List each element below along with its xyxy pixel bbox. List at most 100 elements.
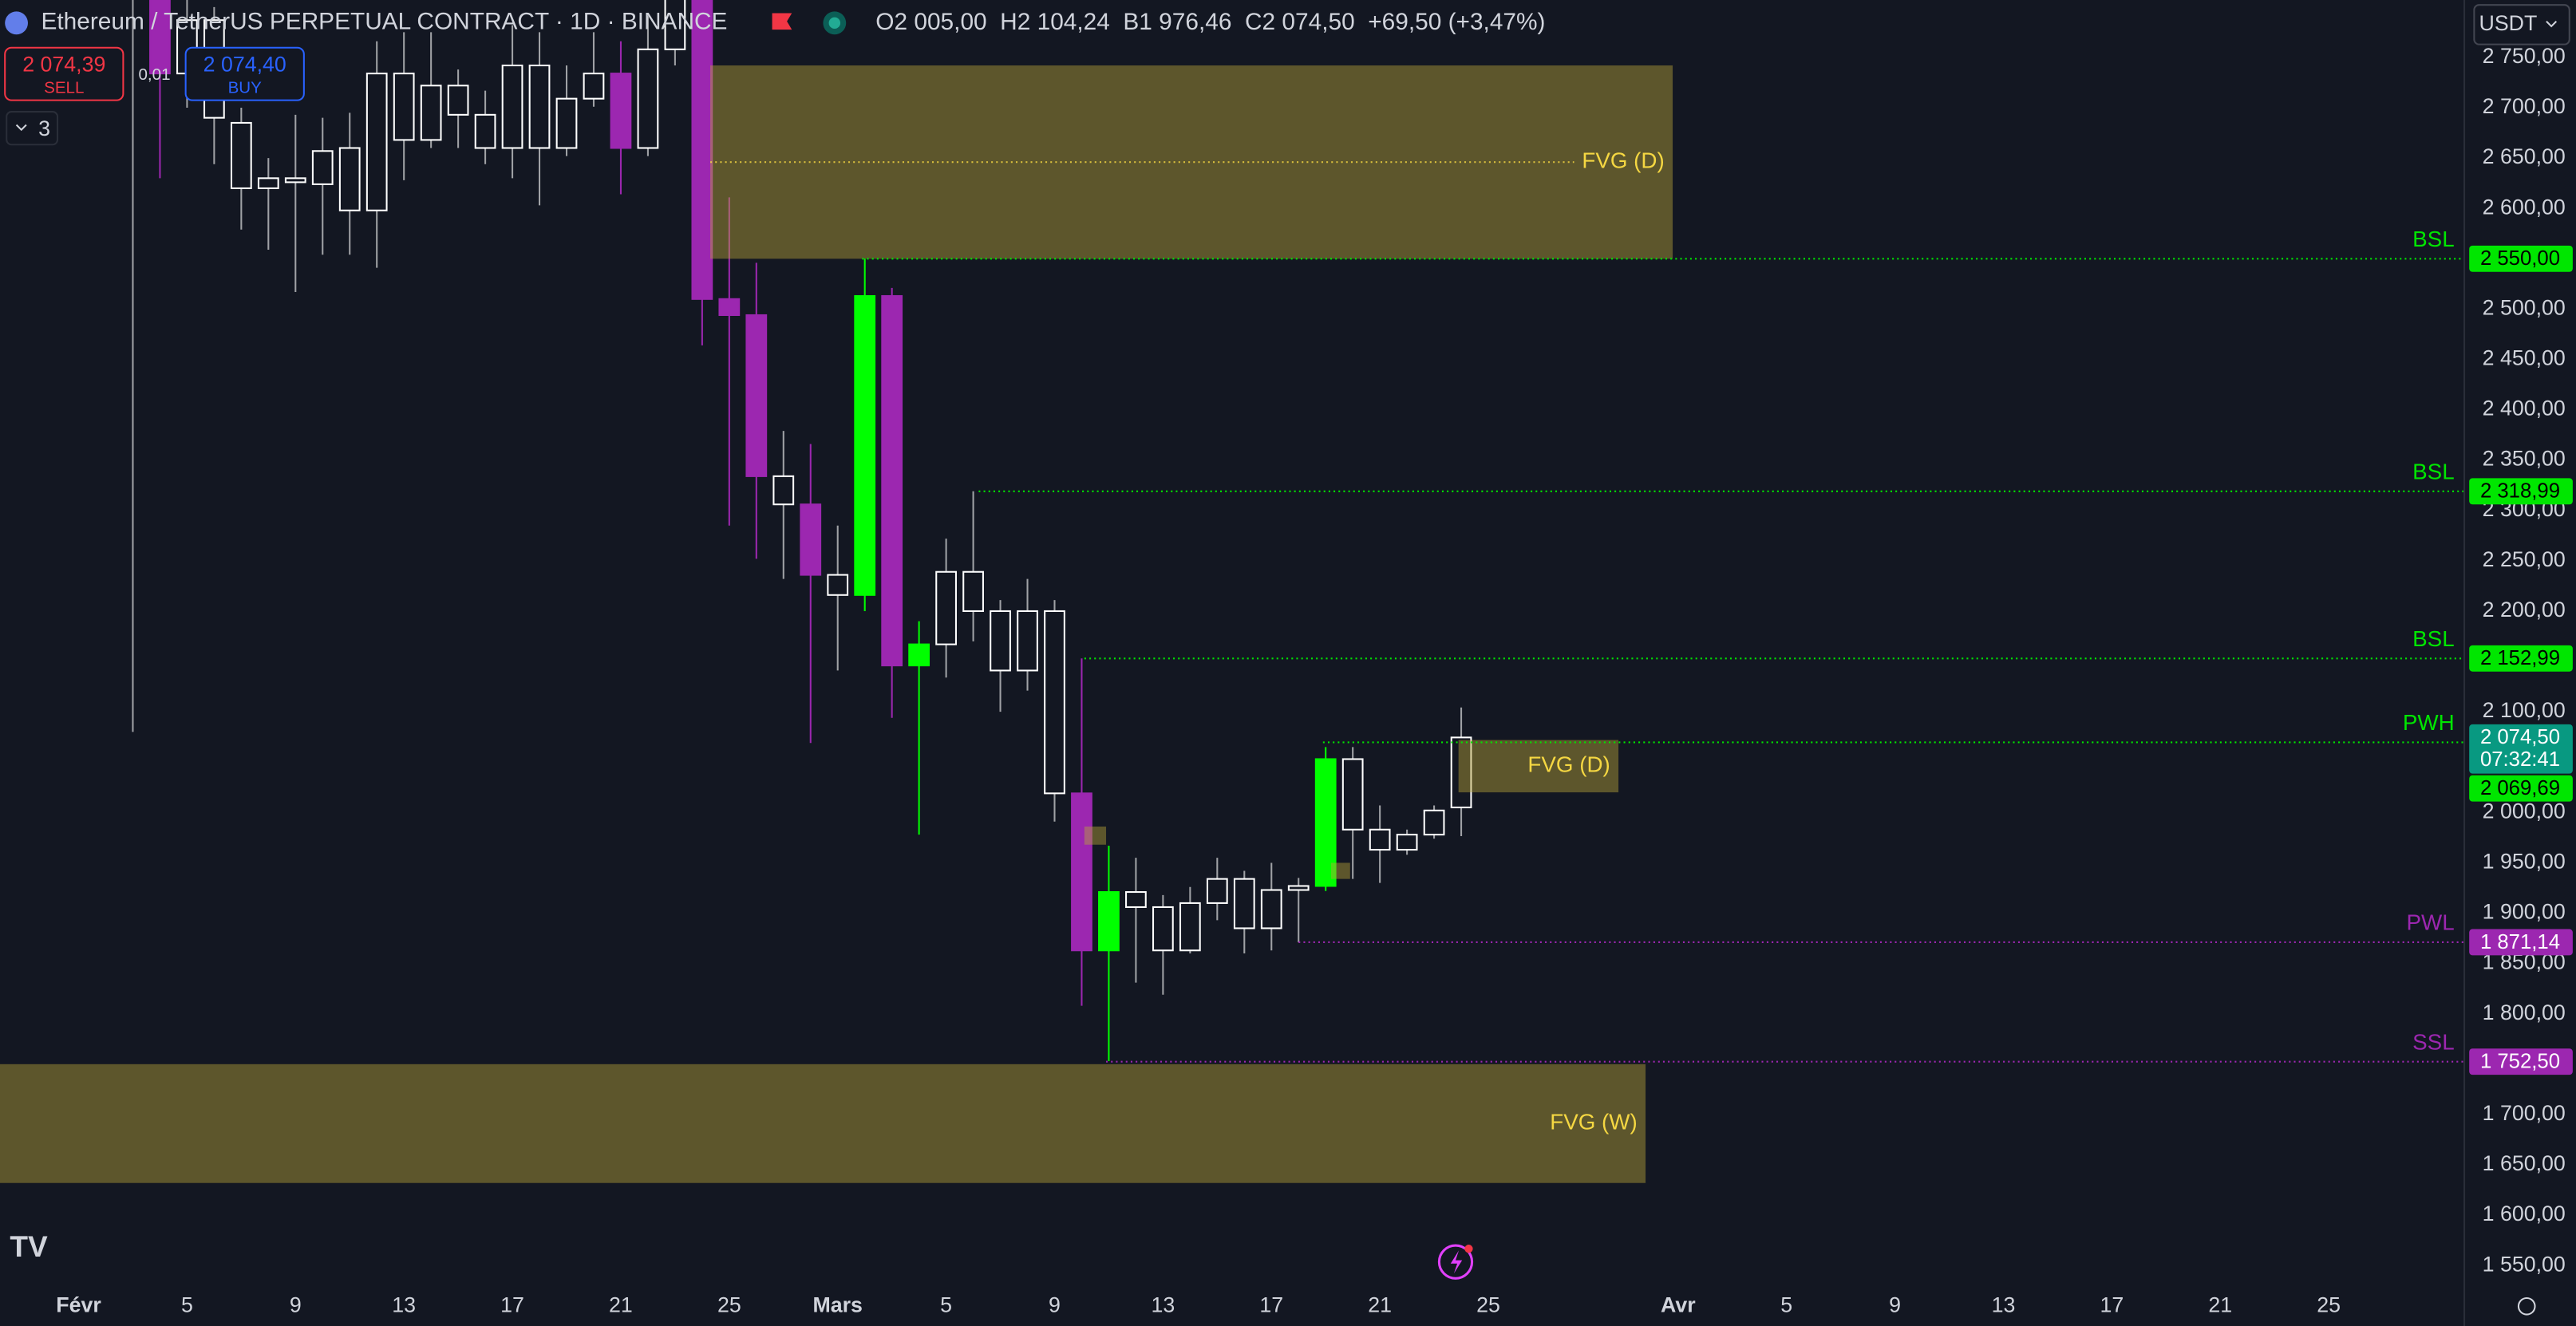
y-tick-label: 2 700,00 — [2483, 94, 2566, 118]
indicators-toggle[interactable] — [6, 111, 59, 146]
candle-body — [610, 73, 632, 149]
last-price-label: 2 074,50 — [2480, 726, 2560, 748]
currency-dropdown[interactable] — [2473, 4, 2570, 45]
fvg-label: FVG (D) — [1582, 148, 1664, 173]
fvg-zone — [1331, 862, 1350, 879]
y-tick-label: 2 200,00 — [2483, 598, 2566, 622]
sell-label: SELL — [44, 79, 84, 97]
notification-dot — [1464, 1245, 1473, 1253]
sell-price: 2 074,39 — [22, 52, 105, 76]
x-tick-label: 9 — [1049, 1292, 1061, 1316]
candle-body — [257, 177, 279, 190]
level-label: BSL — [2412, 626, 2455, 651]
y-tick-label: 2 000,00 — [2483, 799, 2566, 823]
candle-body — [284, 177, 306, 184]
candle-body — [1314, 758, 1337, 887]
candle-body — [420, 85, 442, 141]
y-tick-label: 2 650,00 — [2483, 144, 2566, 168]
symbol-icon — [5, 11, 28, 35]
candle-body — [447, 85, 469, 116]
y-tick-label: 1 800,00 — [2483, 1000, 2566, 1024]
candle-body — [393, 73, 415, 141]
level-label: BSL — [2412, 227, 2455, 251]
x-tick-label: 17 — [500, 1292, 524, 1316]
ohlc-value: 2 005,00 — [894, 9, 986, 35]
candle-body — [1098, 891, 1120, 952]
chevron-icon — [2546, 21, 2558, 28]
x-tick-label: 5 — [181, 1292, 193, 1316]
candle-body — [718, 298, 741, 317]
y-tick-label: 2 350,00 — [2483, 447, 2566, 471]
x-tick-label: 17 — [1259, 1292, 1283, 1316]
candle-body — [772, 475, 795, 506]
settings-button[interactable] — [2517, 1296, 2536, 1316]
currency: USDT — [2479, 11, 2538, 35]
ohlc-value: 1 976,46 — [1139, 9, 1231, 35]
candle-body — [311, 150, 334, 185]
candle-body — [501, 64, 523, 149]
ohlc-key: B — [1123, 9, 1139, 35]
candle-body — [1152, 906, 1174, 952]
ohlc: O2 005,00 H2 104,24 B1 976,46 C2 074,50 … — [875, 9, 1545, 35]
level-price-label: 2 069,69 — [2480, 777, 2560, 799]
ohlc-value: 2 104,24 — [1017, 9, 1110, 35]
chevron-icon — [15, 124, 27, 132]
candle-body — [637, 48, 659, 149]
y-tick-label: 1 600,00 — [2483, 1202, 2566, 1225]
x-tick-label: Mars — [812, 1292, 862, 1316]
candle-body — [1287, 885, 1310, 891]
x-tick-label: 25 — [717, 1292, 741, 1316]
status-dot — [828, 17, 841, 30]
candle-body — [230, 121, 252, 190]
x-tick-label: 9 — [1889, 1292, 1901, 1316]
ohlc-key: O — [875, 9, 894, 35]
candle-body — [1071, 792, 1092, 952]
y-tick-label: 2 450,00 — [2483, 346, 2566, 370]
y-tick-label: 2 500,00 — [2483, 295, 2566, 319]
logo[interactable]: TV — [10, 1229, 48, 1263]
quantity[interactable]: 0,01 — [138, 65, 170, 84]
candle-body — [474, 113, 496, 149]
level-label: SSL — [2412, 1029, 2455, 1054]
level-price-label: 2 318,99 — [2480, 480, 2560, 503]
x-tick-label: Avr — [1661, 1292, 1696, 1316]
y-tick-label: 1 900,00 — [2483, 900, 2566, 924]
candle-body — [1396, 834, 1418, 851]
x-tick-label: 13 — [1151, 1292, 1175, 1316]
x-tick-label: 21 — [1368, 1292, 1392, 1316]
buy-label: BUY — [228, 79, 263, 97]
level-price-tag — [2469, 245, 2573, 272]
axes: 1 550,001 600,001 650,001 700,001 750,00… — [56, 44, 2573, 1316]
candle-body — [908, 643, 930, 667]
y-tick-label: 1 950,00 — [2483, 850, 2566, 874]
y-tick-label: 2 100,00 — [2483, 698, 2566, 722]
symbol-title[interactable]: Ethereum / TetherUS PERPETUAL CONTRACT ·… — [41, 9, 727, 35]
y-tick-label: 2 750,00 — [2483, 44, 2566, 68]
candle-body — [745, 314, 768, 477]
candle-body — [691, 0, 713, 300]
lightning-icon — [1450, 1250, 1463, 1274]
candle-body — [1233, 878, 1255, 929]
fvg-label: FVG (W) — [1550, 1110, 1638, 1135]
candle-body — [935, 570, 957, 645]
lightning-button[interactable] — [1437, 1244, 1474, 1280]
x-tick-label: 5 — [1780, 1292, 1792, 1316]
level-price-label: 1 871,14 — [2480, 931, 2560, 953]
ohlc-value: 2 074,50 — [1262, 9, 1355, 35]
buy-button[interactable] — [184, 46, 305, 101]
candle-body — [800, 503, 822, 576]
flag-icon[interactable] — [772, 13, 792, 30]
x-tick-label: 21 — [609, 1292, 633, 1316]
candle-body — [555, 97, 578, 149]
candle-body — [1017, 610, 1038, 672]
x-tick-label: Févr — [56, 1292, 101, 1316]
candle-body — [583, 73, 605, 100]
indicators-count: 3 — [38, 116, 50, 140]
x-tick-label: 13 — [392, 1292, 416, 1316]
ohlc-key: H — [1000, 9, 1017, 35]
fvg-label: FVG (D) — [1527, 752, 1610, 777]
sell-button[interactable] — [4, 46, 124, 101]
candle-body — [528, 64, 551, 149]
